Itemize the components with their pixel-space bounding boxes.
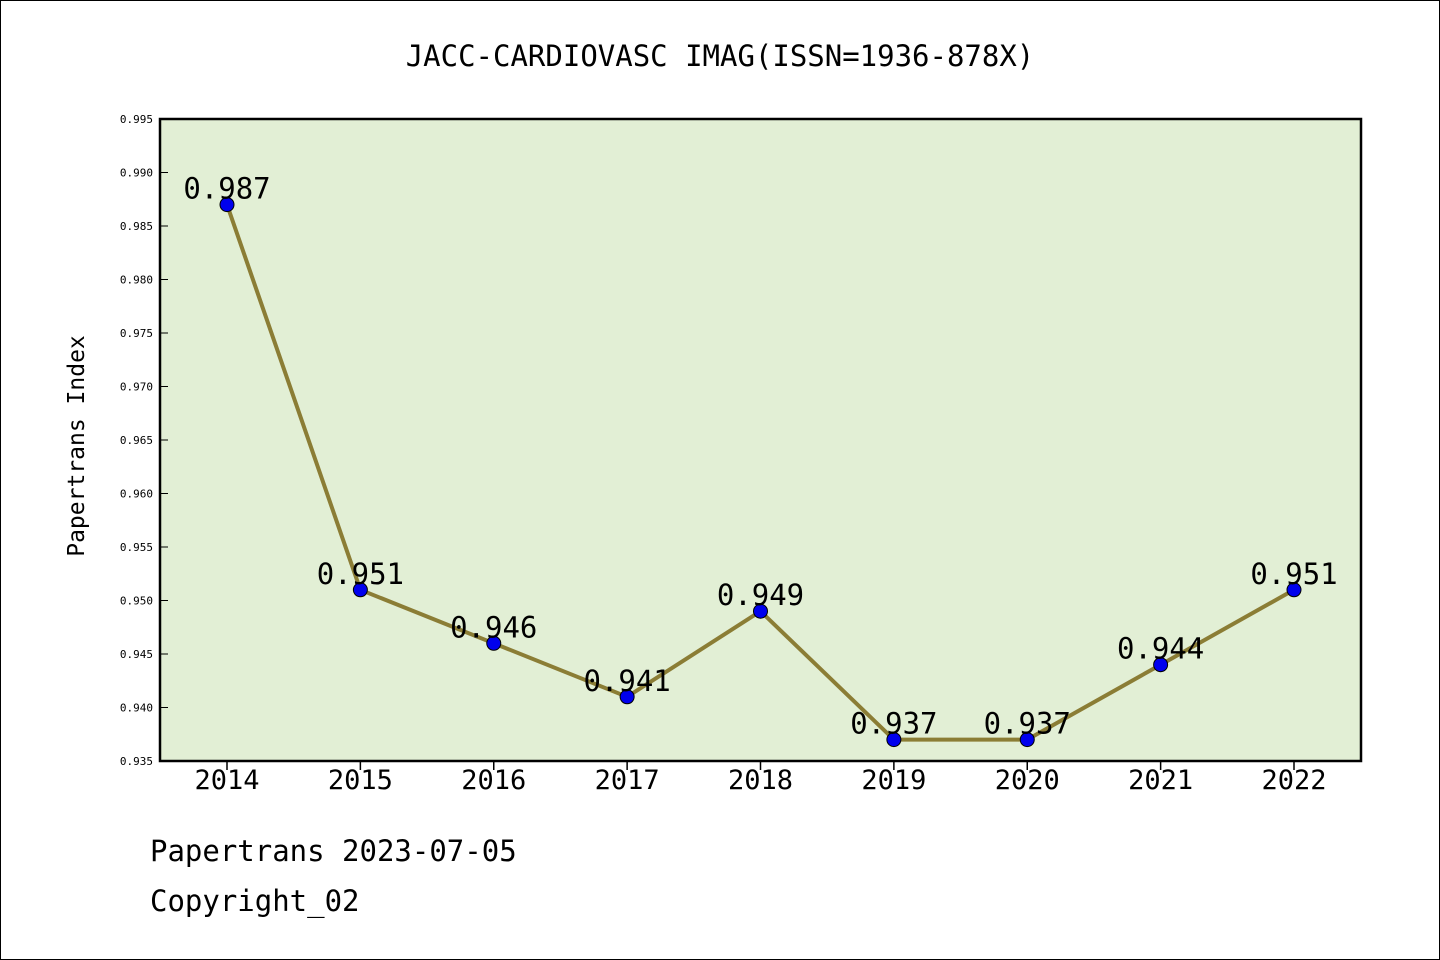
y-tick-label: 0.970 [120,381,153,394]
data-point-marker [619,689,635,705]
y-tick-label: 0.995 [120,113,153,126]
data-label: 0.951 [317,557,404,591]
chart-title: JACC-CARDIOVASC IMAG(ISSN=1936-878X) [406,39,1035,73]
footer-date: Papertrans 2023-07-05 [150,834,517,868]
series: 0.987 0.951 0.946 0.941 0.949 0.937 0.937 0.944… [183,172,1338,748]
plot-area [160,119,1361,761]
y-tick-label: 0.965 [120,434,153,447]
y-tick-label: 0.935 [120,755,153,768]
y-tick-label: 0.960 [120,488,153,501]
data-label: 0.987 [183,172,270,206]
x-tick-label: 2019 [861,765,926,796]
x-tick-label: 2017 [595,765,660,796]
data-label: 0.951 [1250,557,1337,591]
y-tick-label: 0.945 [120,648,153,661]
footer-copyright: Copyright_02 [150,884,360,918]
x-tick-label: 2016 [461,765,526,796]
plot-border [158,117,1363,763]
y-tick-label: 0.980 [120,274,153,287]
x-axis-ticks: 2014 2015 2016 2017 2018 2019 2020 2021 2022 [194,761,1327,796]
data-point-marker [486,635,502,651]
y-axis-label: Papertrans Index [64,335,90,557]
y-tick-label: 0.985 [120,220,153,233]
data-label: 0.946 [450,610,537,644]
data-label: 0.937 [984,707,1071,741]
x-tick-label: 2018 [728,765,793,796]
x-tick-label: 2014 [194,765,259,796]
data-point-marker [753,603,768,619]
y-tick-label: 0.975 [120,327,153,340]
data-point-marker [1019,732,1035,748]
data-point-marker [1286,582,1302,598]
y-tick-label: 0.990 [120,167,153,180]
x-tick-label: 2020 [995,765,1060,796]
x-tick-label: 2015 [328,765,393,796]
x-tick-label: 2021 [1128,765,1193,796]
y-tick-label: 0.940 [120,702,153,715]
x-tick-label: 2022 [1261,765,1326,796]
data-point-marker [352,582,368,598]
data-label: 0.937 [850,707,937,741]
y-tick-label: 0.950 [120,595,153,608]
y-axis-ticks: 0.935 0.940 0.945 0.950 0.955 0.960 0.965 0.970… [120,113,168,768]
data-label: 0.944 [1117,632,1204,666]
y-tick-label: 0.955 [120,541,153,554]
data-point-marker [1153,657,1169,673]
data-label: 0.941 [583,664,670,698]
data-point-marker [886,732,902,748]
data-label: 0.949 [717,578,804,612]
data-point-marker [219,197,235,213]
